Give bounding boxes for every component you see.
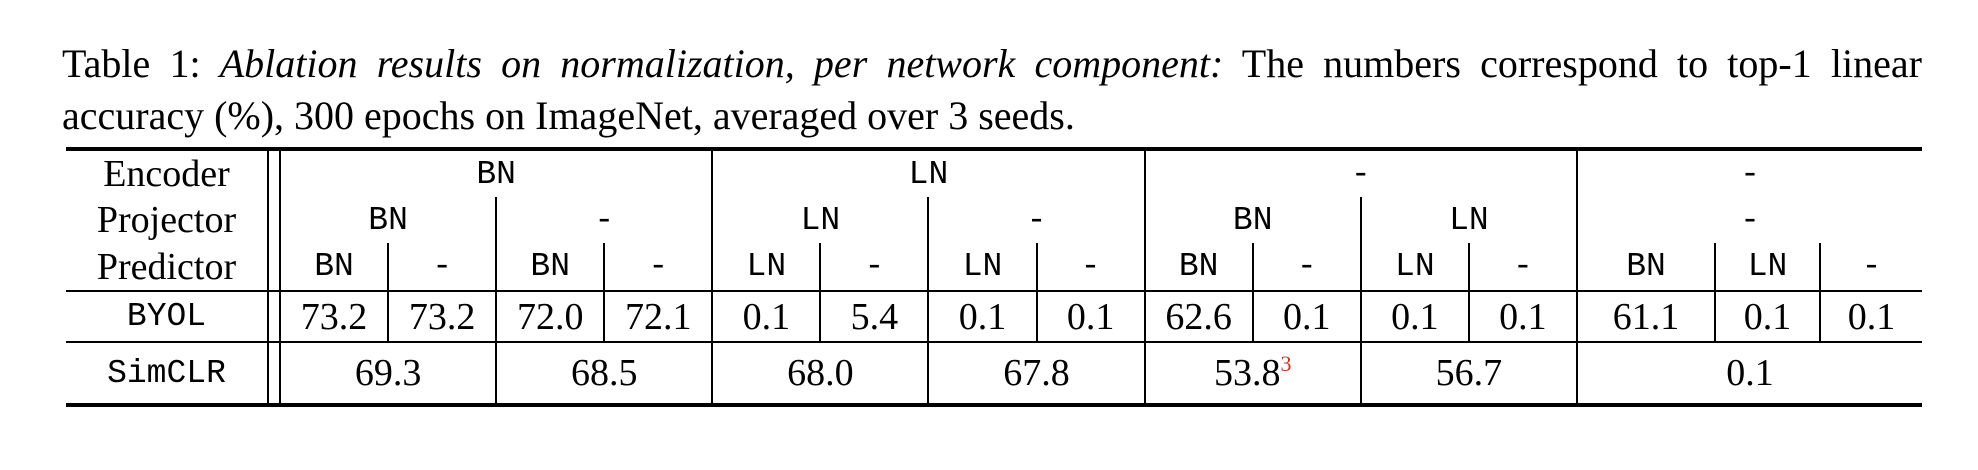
byol-value: 0.1 [1035, 290, 1145, 342]
projector-label: Projector [96, 199, 237, 241]
double-rule [267, 290, 281, 342]
ablation-table: Encoder BN LN - - Projector BN - LN - BN… [66, 147, 1922, 407]
byol-value: 0.1 [927, 290, 1037, 342]
predictor-cell: - [819, 243, 929, 291]
byol-value: 5.4 [819, 290, 929, 342]
byol-value: 0.1 [1467, 290, 1577, 342]
byol-value: 72.1 [603, 290, 713, 342]
predictor-cell: BN [314, 248, 354, 285]
byol-value: 0.1 [1251, 290, 1361, 342]
simclr-row: SimCLR 69.3 68.5 68.0 67.8 53.83 56.7 0.… [66, 341, 1922, 407]
predictor-cell: - [603, 243, 713, 291]
caption-emphasis: Ablation results on normalization, per n… [219, 41, 1224, 86]
byol-value: 73.2 [280, 290, 389, 342]
predictor-cell: LN [1359, 243, 1469, 291]
predictor-cell: LN [927, 243, 1037, 291]
encoder-cell: - [1143, 147, 1577, 197]
simclr-value: 0.1 [1576, 341, 1922, 407]
predictor-row: Predictor BN - BN - LN - LN - BN - LN - … [66, 243, 1922, 291]
predictor-cell: - [387, 243, 497, 291]
byol-label: BYOL [66, 290, 268, 342]
caption-lead: Table 1: [62, 41, 201, 86]
predictor-cell: BN [1576, 243, 1715, 291]
simclr-value: 68.5 [495, 341, 713, 407]
projector-cell: LN [1359, 197, 1577, 243]
double-rule [267, 147, 281, 197]
byol-value: 0.1 [711, 290, 821, 342]
double-rule [267, 341, 281, 407]
byol-value: 0.1 [1819, 290, 1922, 342]
predictor-cell: LN [711, 243, 821, 291]
simclr-value-cell: 53.83 [1143, 341, 1361, 407]
byol-value: 61.1 [1576, 290, 1715, 342]
encoder-cell: BN [280, 147, 713, 197]
double-rule [267, 197, 281, 243]
predictor-cell: LN [1714, 243, 1820, 291]
projector-cell: - [495, 197, 713, 243]
simclr-value: 69.3 [280, 341, 497, 407]
byol-value: 72.0 [495, 290, 605, 342]
predictor-cell: BN [495, 243, 605, 291]
byol-value: 0.1 [1714, 290, 1820, 342]
projector-cell: BN [1143, 197, 1361, 243]
predictor-cell: - [1035, 243, 1145, 291]
caption-text: The numbers correspond to top-1 linear a… [62, 41, 1922, 138]
projector-row: Projector BN - LN - BN LN - [66, 197, 1922, 243]
double-rule [267, 243, 281, 291]
predictor-label: Predictor [96, 245, 237, 288]
simclr-label: SimCLR [66, 341, 268, 407]
projector-cell: BN [368, 201, 408, 239]
projector-cell: LN [711, 197, 929, 243]
byol-value: 62.6 [1143, 290, 1253, 342]
footnote-marker[interactable]: 3 [1280, 351, 1292, 376]
predictor-cell: - [1819, 243, 1922, 291]
simclr-value: 56.7 [1359, 341, 1577, 407]
predictor-cell: - [1251, 243, 1361, 291]
table-caption: Table 1: Ablation results on normalizati… [62, 38, 1922, 142]
encoder-label: Encoder [66, 147, 268, 197]
byol-value: 0.1 [1359, 290, 1469, 342]
predictor-cell: - [1467, 243, 1577, 291]
encoder-cell: - [1576, 147, 1922, 197]
projector-cell: - [927, 197, 1145, 243]
projector-cell: - [1576, 197, 1922, 243]
simclr-value: 68.0 [711, 341, 929, 407]
encoder-row: Encoder BN LN - - [66, 147, 1922, 197]
simclr-value: 67.8 [927, 341, 1145, 407]
byol-value: 73.2 [387, 290, 497, 342]
predictor-cell: BN [1143, 243, 1253, 291]
simclr-value: 53.8 [1213, 352, 1281, 394]
byol-row: BYOL 73.2 73.2 72.0 72.1 0.1 5.4 0.1 0.1… [66, 290, 1922, 342]
encoder-cell: LN [711, 147, 1145, 197]
